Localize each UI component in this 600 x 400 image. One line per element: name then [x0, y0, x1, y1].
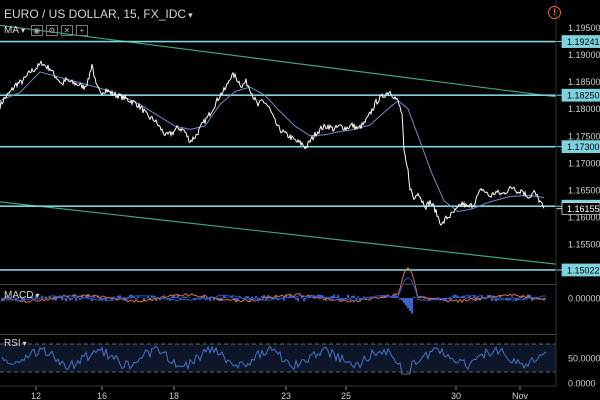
price-line[interactable] [0, 60, 545, 226]
chevron-down-icon[interactable]: ▾ [35, 291, 40, 300]
pane-divider[interactable] [0, 334, 556, 335]
rsi-pane[interactable] [0, 343, 556, 375]
warning-icon[interactable]: ! [548, 6, 561, 19]
pane-divider[interactable] [0, 284, 556, 285]
time-tick-label: 12 [31, 391, 41, 400]
ma-label: MA [4, 25, 19, 37]
rsi-legend[interactable]: RSI ▾ [4, 338, 27, 349]
close-icon[interactable]: ✕ [60, 25, 73, 36]
macd-line[interactable] [1, 277, 547, 302]
trend-line-upper[interactable] [0, 24, 557, 98]
macd-legend[interactable]: MACD ▾ [4, 290, 39, 301]
rsi-tick-label: 0.0000 [568, 379, 596, 389]
time-tick-label: Nov [512, 391, 529, 400]
rsi-tick-label: 50.0000 [568, 354, 600, 364]
price-level-label: 1.19241 [567, 37, 600, 47]
price-tick-label: 1.18500 [568, 77, 600, 87]
trend-line-lower[interactable] [0, 201, 557, 265]
price-axis[interactable]: 1.19500 1.19000 1.18500 1.18000 1.17500 1.170… [555, 0, 600, 389]
symbol-title-text: EURO / US DOLLAR, 15, FX_IDC [4, 7, 187, 21]
price-tick-label: 1.17000 [568, 158, 600, 168]
price-level-label: 1.16155 [567, 204, 600, 214]
macd-pane[interactable] [1, 267, 547, 314]
price-level-label: 1.17300 [567, 142, 600, 152]
price-level-label: 1.15022 [567, 265, 600, 275]
rsi-line[interactable] [1, 345, 547, 375]
ma-legend[interactable]: MA ▾ ◉ ⚙ ✕ + [4, 25, 88, 36]
price-tick-label: 1.16500 [568, 185, 600, 195]
time-tick-label: 23 [281, 391, 291, 400]
chevron-down-icon[interactable]: ▾ [21, 26, 26, 36]
price-tick-label: 1.19000 [568, 50, 600, 60]
macd-signal-line[interactable] [1, 267, 547, 304]
chevron-down-icon[interactable]: ▾ [188, 10, 193, 20]
ma-line[interactable] [0, 71, 545, 213]
price-tick-label: 1.16000 [568, 213, 600, 223]
price-tick-label: 1.18000 [568, 104, 600, 114]
price-level-label: 1.18250 [567, 91, 600, 101]
rsi-label: RSI [4, 338, 21, 349]
settings-icon[interactable]: ⚙ [45, 25, 58, 36]
macd-tick-label: 0.00000 [568, 294, 600, 304]
macd-label: MACD [4, 290, 34, 301]
price-tick-label: 1.15500 [568, 240, 600, 250]
warning-glyph: ! [553, 7, 556, 17]
time-tick-label: 18 [169, 391, 179, 400]
chevron-down-icon[interactable]: ▾ [22, 339, 27, 348]
eye-icon[interactable]: ◉ [30, 25, 43, 36]
time-axis[interactable]: 12 16 18 23 25 30 Nov [0, 385, 556, 400]
more-icon[interactable]: + [75, 25, 88, 36]
price-tick-label: 1.19500 [568, 23, 600, 33]
time-tick-label: 30 [451, 391, 461, 400]
time-tick-label: 25 [341, 391, 351, 400]
price-tick-label: 1.17500 [568, 131, 600, 141]
symbol-title[interactable]: EURO / US DOLLAR, 15, FX_IDC ▾ [4, 7, 193, 21]
price-pane[interactable] [0, 24, 557, 271]
rsi-band [0, 344, 556, 372]
time-tick-label: 16 [97, 391, 107, 400]
